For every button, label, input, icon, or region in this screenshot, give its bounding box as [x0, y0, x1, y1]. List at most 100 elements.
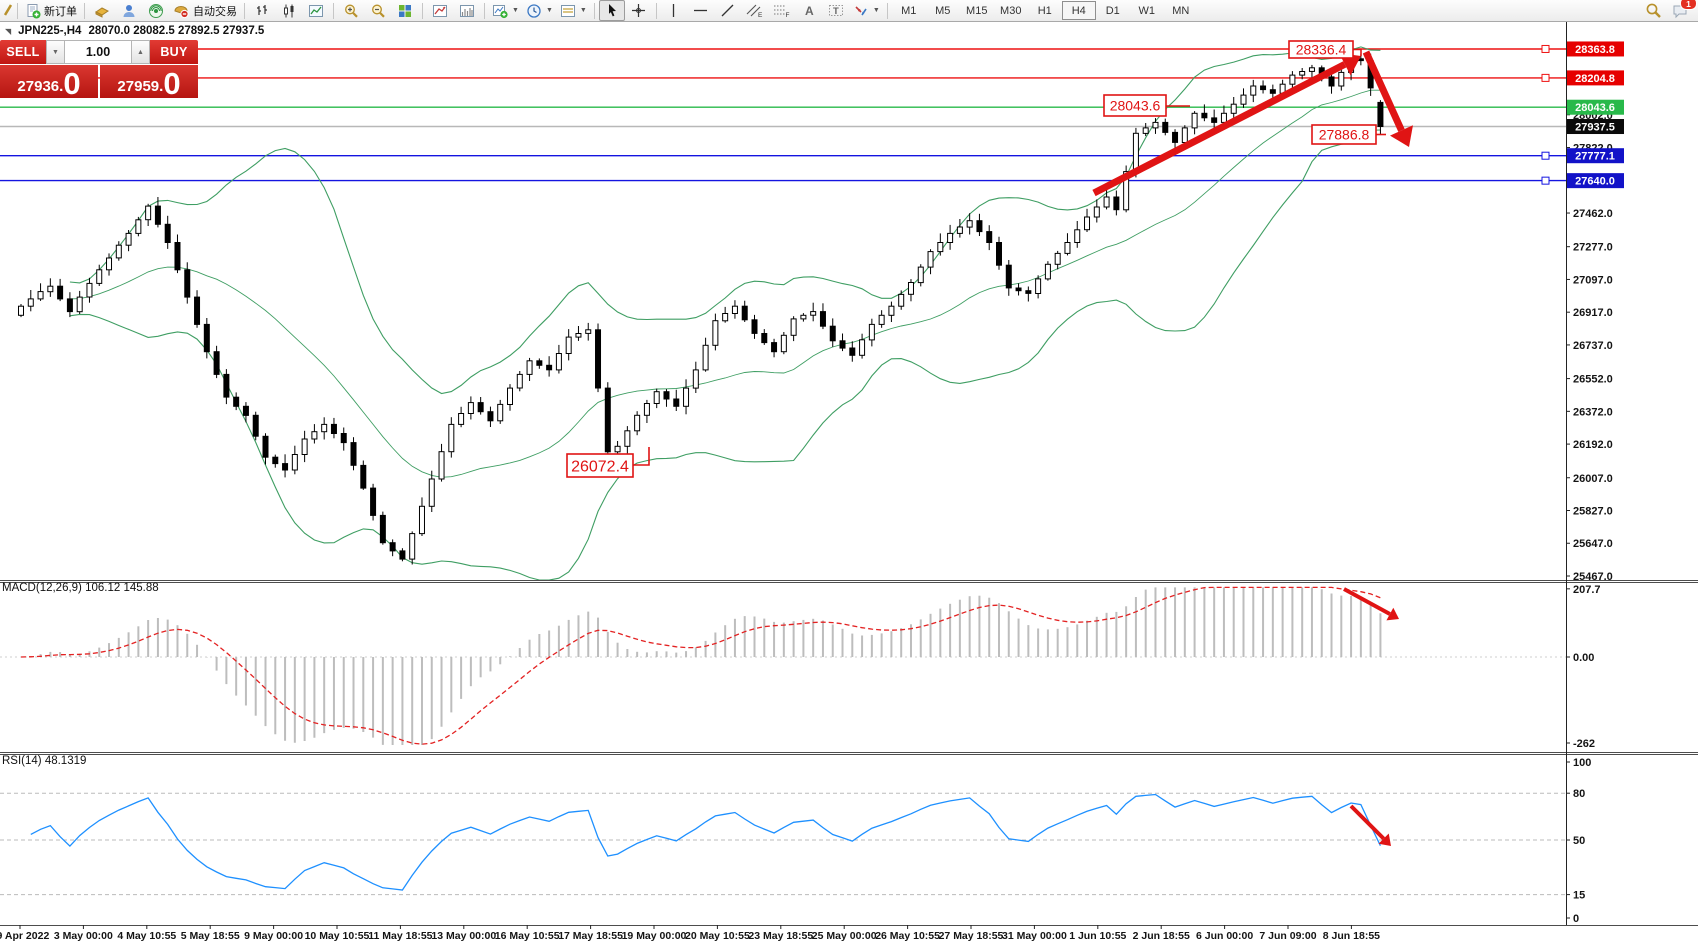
new-order-button[interactable]: 新订单: [22, 0, 80, 21]
line-handle[interactable]: [1541, 73, 1550, 82]
separator: [244, 2, 245, 19]
price-level-lines[interactable]: [0, 48, 1566, 182]
indicators-button[interactable]: [427, 0, 453, 21]
line-handle[interactable]: [1541, 176, 1550, 185]
time-axis: 29 Apr 2022 3 May 00:00 4 May 10:55 5 May 1…: [0, 925, 1380, 942]
new-chart-icon: [493, 4, 508, 18]
candlestick-chart-icon: [284, 4, 294, 17]
svg-text:25 May 00:00: 25 May 00:00: [812, 930, 877, 942]
svg-text:28363.8: 28363.8: [1575, 44, 1615, 56]
horizontal-line-icon: [694, 9, 708, 12]
svg-text:11 May 18:55: 11 May 18:55: [368, 930, 432, 942]
equidistant-channel-button[interactable]: E: [742, 0, 768, 21]
chart-period-button[interactable]: ▼: [523, 0, 556, 21]
text-button[interactable]: A: [796, 0, 822, 21]
line-chart-mode-button[interactable]: [303, 0, 329, 21]
virtual-hosting-button[interactable]: [116, 0, 142, 21]
tf-button-M1[interactable]: M1: [901, 4, 917, 17]
zoom-out-button[interactable]: [365, 0, 391, 21]
vertical-line-button[interactable]: [661, 0, 687, 21]
tf-button-M30[interactable]: M30: [1000, 4, 1022, 17]
volume-decrease-button[interactable]: ▼: [46, 40, 65, 64]
fibonacci-button[interactable]: F: [769, 0, 795, 21]
svg-text:26552.0: 26552.0: [1573, 374, 1613, 386]
svg-text:26192.0: 26192.0: [1573, 439, 1613, 451]
text-label-button[interactable]: T: [823, 0, 849, 21]
svg-text:8 Jun 18:55: 8 Jun 18:55: [1323, 930, 1380, 942]
svg-text:27777.1: 27777.1: [1575, 151, 1615, 163]
line-handle[interactable]: [1541, 151, 1550, 160]
buy-price-display[interactable]: 27959. 0: [100, 65, 198, 99]
annotation-text: 27886.8: [1319, 127, 1370, 143]
clipped-magnifier-icon: [4, 3, 12, 16]
indicator-window-button[interactable]: [454, 0, 480, 21]
macd-histogram: [29, 587, 1382, 745]
notifications-button[interactable]: 1: [1667, 0, 1697, 21]
svg-text:16 May 10:55: 16 May 10:55: [495, 930, 560, 942]
annotation-box[interactable]: [1103, 94, 1167, 117]
sell-price-display[interactable]: 27936. 0: [0, 65, 98, 99]
separator: [886, 2, 888, 19]
sell-price-main: 27936.: [17, 78, 64, 95]
dropdown-arrow: ▼: [545, 7, 553, 14]
svg-text:E: E: [758, 12, 763, 18]
svg-text:27097.0: 27097.0: [1573, 274, 1613, 286]
svg-text:10 May 10:55: 10 May 10:55: [305, 930, 370, 942]
annotation-box[interactable]: [566, 453, 634, 478]
bar-chart-mode-button[interactable]: [249, 0, 275, 21]
svg-text:26 May 10:55: 26 May 10:55: [875, 930, 940, 942]
tf-button-W1[interactable]: W1: [1138, 4, 1156, 17]
tile-windows-button[interactable]: [392, 0, 418, 21]
trend-arrow[interactable]: [1092, 61, 1347, 197]
horizontal-line-button[interactable]: [688, 0, 714, 21]
tf-button-M5[interactable]: M5: [935, 4, 951, 17]
new-chart-button[interactable]: ▼: [489, 0, 522, 21]
trend-arrow[interactable]: [1362, 50, 1405, 132]
volume-input[interactable]: [65, 40, 131, 64]
market-depth-button[interactable]: [89, 0, 115, 21]
candlestick-mode-button[interactable]: [276, 0, 302, 21]
tf-button-D1[interactable]: D1: [1105, 4, 1120, 17]
tf-button-M15[interactable]: M15: [966, 4, 988, 17]
svg-text:26007.0: 26007.0: [1573, 473, 1613, 485]
svg-text:4 May 10:55: 4 May 10:55: [117, 930, 176, 942]
equidistant-channel-icon: E: [746, 4, 763, 18]
arrows-button[interactable]: ▼: [850, 0, 883, 21]
separator: [422, 2, 423, 19]
crosshair-button[interactable]: [626, 0, 652, 21]
chart-annotations[interactable]: 28336.4 28043.6 27886.8 26072.4: [566, 40, 1413, 846]
buy-button[interactable]: BUY: [150, 40, 198, 64]
svg-text:25827.0: 25827.0: [1573, 506, 1613, 518]
line-handle[interactable]: [1541, 44, 1550, 53]
trend-arrow[interactable]: [1343, 587, 1391, 616]
svg-text:13 May 00:00: 13 May 00:00: [431, 930, 496, 942]
zoom-out-icon: [372, 4, 385, 18]
rsi-gridlines: [0, 792, 1566, 896]
tf-button-H4[interactable]: H4: [1061, 1, 1096, 20]
chart-template-button[interactable]: ▼: [557, 0, 590, 21]
auto-trading-button[interactable]: 自动交易: [170, 0, 240, 21]
annotation-box[interactable]: [1288, 40, 1354, 59]
svg-text:25467.0: 25467.0: [1573, 571, 1613, 583]
trendline-button[interactable]: [715, 0, 741, 21]
annotation-text: 28043.6: [1110, 98, 1161, 114]
cursor-icon: [608, 4, 616, 17]
zoom-in-button[interactable]: [338, 0, 364, 21]
volume-increase-button[interactable]: ▲: [131, 40, 150, 64]
separator: [655, 2, 657, 19]
svg-text:26372.0: 26372.0: [1573, 406, 1613, 418]
macd-signal-line: [20, 586, 1381, 745]
search-button[interactable]: [1640, 0, 1666, 21]
symbol-info: ◥ JPN225-,H4 28070.0 28082.5 27892.5 279…: [5, 25, 264, 37]
svg-text:0.00: 0.00: [1573, 652, 1594, 664]
cursor-button[interactable]: [598, 0, 625, 21]
annotation-box[interactable]: [1311, 124, 1377, 145]
signals-button[interactable]: [143, 0, 169, 21]
annotation-text: 28336.4: [1296, 42, 1347, 58]
trend-arrow[interactable]: [1349, 804, 1386, 841]
sell-button[interactable]: SELL: [0, 40, 46, 64]
bar-chart-icon: [257, 4, 267, 15]
tf-button-H1[interactable]: H1: [1037, 4, 1052, 17]
tf-button-MN[interactable]: MN: [1172, 4, 1190, 17]
